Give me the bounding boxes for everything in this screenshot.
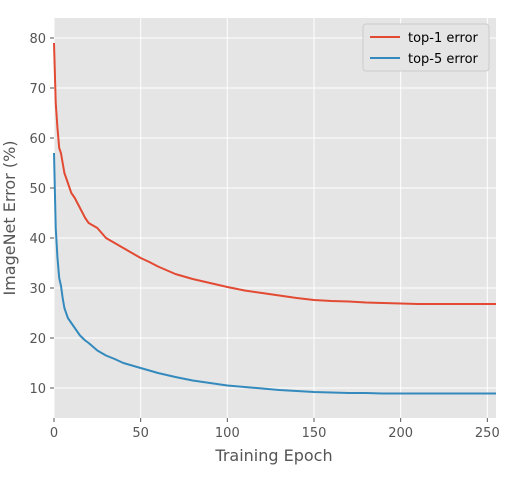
- legend-box: [362, 23, 490, 72]
- legend-label-top-5: top-5 error: [408, 52, 479, 67]
- y-tick-label: 60: [29, 132, 46, 147]
- series-layer: [53, 42, 496, 395]
- x-tick-label: 200: [388, 426, 413, 441]
- y-tick-label: 70: [29, 82, 46, 97]
- plot-area: [54, 18, 496, 418]
- y-axis-ticks: 10 20 30 40 50 60 70 80: [29, 32, 54, 397]
- x-axis-label: Training Epoch: [214, 446, 332, 465]
- y-tick-label: 30: [29, 282, 46, 297]
- y-tick-label: 40: [29, 232, 46, 247]
- x-axis-ticks: 0 50 100 150 200 250: [50, 418, 500, 441]
- legend-label-top-1: top-1 error: [408, 31, 479, 46]
- y-tick-label: 50: [29, 182, 46, 197]
- series-line-top-5: [53, 152, 496, 395]
- x-tick-label: 0: [50, 426, 58, 441]
- y-axis-label: ImageNet Error (%): [0, 140, 19, 295]
- x-tick-label: 100: [215, 426, 240, 441]
- x-tick-label: 150: [302, 426, 327, 441]
- legend: top-1 error top-5 error: [362, 23, 490, 72]
- y-tick-label: 80: [29, 32, 46, 47]
- x-tick-label: 50: [132, 426, 149, 441]
- y-tick-label: 10: [29, 382, 46, 397]
- x-tick-label: 250: [475, 426, 500, 441]
- series-line-top-1: [53, 42, 496, 305]
- y-tick-label: 20: [29, 332, 46, 347]
